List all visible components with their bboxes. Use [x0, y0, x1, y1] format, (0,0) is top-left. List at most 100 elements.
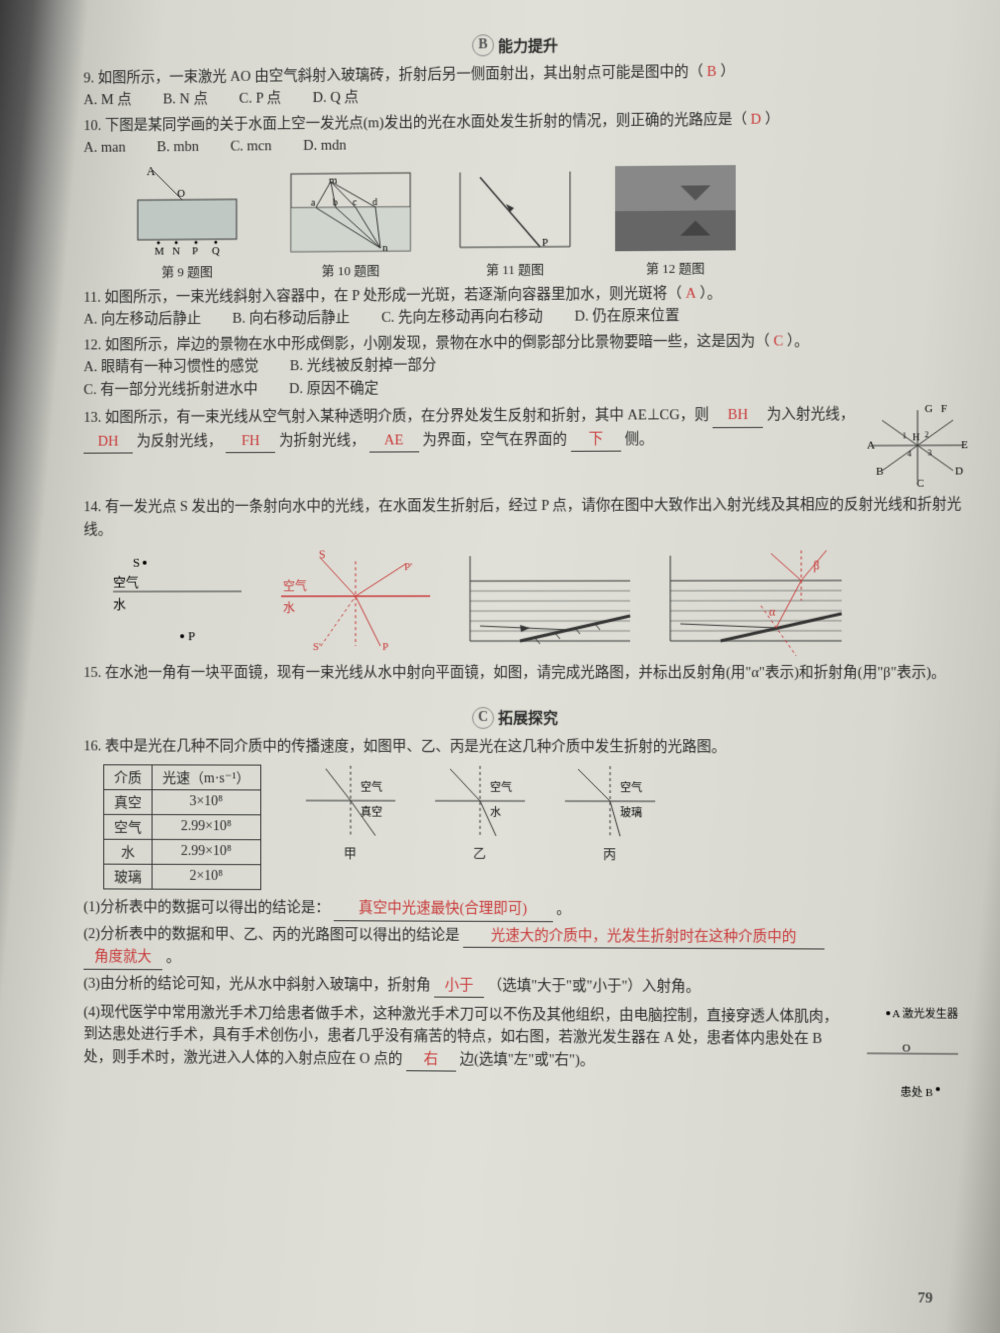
- svg-text:水: 水: [283, 601, 295, 615]
- badge-letter: B: [472, 34, 494, 56]
- svg-text:水: 水: [490, 806, 501, 819]
- q11-optB: B. 向右移动后静止: [232, 307, 349, 330]
- svg-text:O: O: [177, 188, 185, 200]
- svg-text:空气: 空气: [113, 575, 139, 590]
- svg-text:玻璃: 玻璃: [620, 805, 642, 819]
- figure-row-1: A O M N P Q 第 9 题图 m ab c: [123, 158, 973, 281]
- svg-text:Q: Q: [212, 245, 220, 257]
- svg-text:4: 4: [907, 450, 911, 459]
- fig16-4: A 激光发生器 O 患处 B: [852, 1003, 974, 1104]
- fig12: 第 12 题图: [610, 160, 741, 277]
- fig13: GF AE BD C H 12 34: [862, 400, 973, 491]
- q13-tail: 侧。: [625, 431, 654, 447]
- q12-optA: A. 眼睛有一种习惯性的感觉: [84, 356, 259, 379]
- q16-figs: 空气 真空 甲 空气 水 乙: [301, 761, 660, 863]
- question-15: 15. 在水池一角有一块平面镜，现有一束光线从水中射向平面镜，如图，请完成光路图…: [84, 662, 974, 685]
- q10-num: 10.: [84, 118, 102, 134]
- svg-text:1: 1: [902, 432, 906, 441]
- q15-text: 在水池一角有一块平面镜，现有一束光线从水中射向平面镜，如图，请完成光路图，并标出…: [105, 665, 946, 681]
- q11-optA: A. 向左移动后静止: [84, 308, 202, 331]
- svg-text:M: M: [155, 245, 165, 257]
- fig11-cap: 第 11 题图: [450, 258, 580, 278]
- question-11: 11. 如图所示，一束光线斜射入容器中，在 P 处形成一光斑，若逐渐向容器里加水…: [84, 281, 974, 332]
- svg-text:空气: 空气: [620, 780, 642, 794]
- svg-text:患处 B: 患处 B: [900, 1086, 932, 1099]
- svg-text:F: F: [941, 403, 947, 415]
- question-14: 14. 有一发光点 S 发出的一条射向水中的光线，在水面发生折射后，经过 P 点…: [84, 494, 974, 541]
- q13-b3: FH: [226, 430, 276, 454]
- q10-optD: D. mdn: [303, 135, 346, 158]
- badge-c-letter: C: [472, 707, 494, 729]
- question-12: 12. 如图所示，岸边的景物在水中形成倒影，小刚发现，景物在水中的倒影部分比景物…: [84, 329, 974, 401]
- svg-text:A: A: [147, 164, 156, 178]
- q13-m3: 为折射光线，: [279, 432, 365, 448]
- svg-text:G: G: [925, 403, 933, 415]
- q16-num: 16.: [84, 738, 102, 754]
- q13-b4: AE: [369, 429, 419, 453]
- q13-m4: 为界面，空气在界面的: [422, 431, 567, 448]
- q12-ans: C: [773, 333, 783, 349]
- q13-m1: 为入射光线，: [767, 407, 855, 423]
- question-13: 13. 如图所示，有一束光线从空气射入某种透明介质，在分界处发生反射和折射，其中…: [84, 404, 862, 454]
- svg-text:P: P: [188, 628, 195, 643]
- q9-close: ）: [720, 64, 735, 80]
- svg-text:β: β: [813, 559, 819, 573]
- page-number: 79: [918, 1290, 933, 1307]
- q13-b2: DH: [84, 430, 133, 454]
- svg-text:真空: 真空: [360, 805, 382, 819]
- svg-text:空气: 空气: [490, 780, 512, 794]
- svg-text:a: a: [311, 197, 316, 208]
- q9-optD: D. Q 点: [313, 87, 359, 110]
- q12-optB: B. 光线被反射掉一部分: [290, 355, 437, 378]
- fig9-cap: 第 9 题图: [123, 261, 251, 281]
- q16-a3: 小于: [434, 974, 484, 998]
- q10-optB: B. mbn: [157, 136, 199, 159]
- q13-text1: 如图所示，有一束光线从空气射入某种透明介质，在分界处发生反射和折射，其中 AE⊥…: [105, 407, 709, 426]
- q9-optA: A. M 点: [84, 89, 132, 112]
- q12-num: 12.: [84, 337, 102, 353]
- fig10: m ab cd n 第 10 题图: [281, 163, 420, 280]
- badge-c-label: 拓展探究: [498, 707, 558, 728]
- figure-row-q14-15: S 空气 水 P S 空气 水 S' P P': [103, 545, 973, 656]
- svg-text:2: 2: [925, 430, 929, 439]
- q9-optC: C. P 点: [239, 88, 281, 111]
- q16-a2b: 角度就大: [84, 946, 163, 970]
- q12-text: 如图所示，岸边的景物在水中形成倒影，小刚发现，景物在水中的倒影部分比景物要暗一些…: [105, 333, 770, 353]
- section-c-badge: C 拓展探究: [472, 707, 558, 729]
- q16-a2a: 光速大的介质中，光发生折射时在这种介质中的: [463, 924, 824, 949]
- badge-label: 能力提升: [498, 34, 558, 56]
- q15-num: 15.: [84, 665, 102, 681]
- q9-ans: B: [707, 64, 717, 80]
- q11-num: 11.: [84, 290, 101, 306]
- q9-optB: B. N 点: [163, 89, 208, 112]
- fig14a: S 空气 水 P: [103, 547, 251, 657]
- svg-text:A 激光发生器: A 激光发生器: [892, 1006, 958, 1021]
- q16-p3: (3)由分析的结论可知，光从水中斜射入玻璃中，折射角 小于 （选填"大于"或"小…: [84, 972, 974, 1000]
- q16-intro: 表中是光在几种不同介质中的传播速度，如图甲、乙、丙是光在这几种介质中发生折射的光…: [105, 738, 726, 755]
- fig10-cap: 第 10 题图: [281, 260, 420, 280]
- svg-text:d: d: [372, 197, 377, 208]
- svg-text:D: D: [955, 466, 963, 478]
- th2: 光速（m·s⁻¹）: [152, 765, 260, 790]
- svg-text:α: α: [769, 605, 775, 619]
- q16-table: 介质光速（m·s⁻¹） 真空3×10⁸ 空气2.99×10⁸ 水2.99×10⁸…: [103, 764, 261, 890]
- fig14b: S 空气 水 S' P P': [271, 546, 440, 656]
- q10-optC: C. mcn: [230, 136, 271, 159]
- q14-text: 有一发光点 S 发出的一条射向水中的光线，在水面发生折射后，经过 P 点，请你在…: [84, 497, 962, 538]
- question-10: 10. 下图是某同学画的关于水面上空一发光点(m)发出的光在水面处发生折射的情况…: [84, 106, 974, 159]
- q11-optC: C. 先向左移动再向右移动: [381, 306, 543, 329]
- svg-text:c: c: [353, 197, 358, 208]
- svg-text:P: P: [542, 237, 548, 249]
- svg-text:H: H: [912, 433, 919, 444]
- svg-text:3: 3: [928, 449, 932, 458]
- th1: 介质: [104, 765, 152, 790]
- svg-text:O: O: [902, 1042, 910, 1054]
- svg-text:水: 水: [113, 597, 126, 612]
- q11-close: ）。: [700, 285, 722, 301]
- question-9: 9. 如图所示，一束激光 AO 由空气斜射入玻璃砖，折射后另一侧面射出，其出射点…: [84, 58, 974, 112]
- svg-text:P: P: [192, 245, 198, 257]
- q10-text: 下图是某同学画的关于水面上空一发光点(m)发出的光在水面处发生折射的情况，则正确…: [105, 112, 747, 134]
- svg-text:P: P: [382, 641, 388, 653]
- q11-text: 如图所示，一束光线斜射入容器中，在 P 处形成一光斑，若逐渐向容器里加水，则光斑…: [104, 286, 681, 306]
- q16-p4: (4)现代医学中常用激光手术刀给患者做手术，这种激光手术刀可以不伤及其他组织，由…: [84, 1001, 852, 1074]
